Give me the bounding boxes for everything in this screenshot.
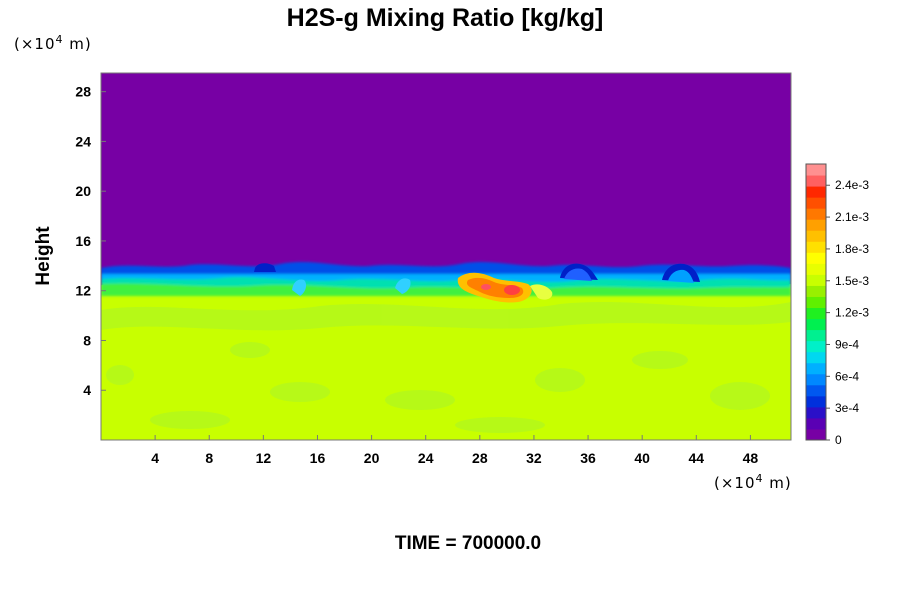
colorbar-segment	[806, 208, 826, 220]
plumes	[254, 263, 700, 296]
x-tick-label: 4	[151, 450, 159, 466]
x-tick-label: 20	[364, 450, 380, 466]
colorbar-tick-label: 0	[835, 433, 842, 447]
x-tick-label: 24	[418, 450, 434, 466]
colorbar-segment	[806, 373, 826, 386]
chart-title: H2S-g Mixing Ratio [kg/kg]	[287, 4, 604, 32]
colorbar-segment	[806, 384, 826, 397]
colorbar-segment	[806, 351, 826, 364]
colorbar-segment	[806, 230, 826, 242]
x-unit-exponent: 4	[756, 472, 764, 485]
y-tick-label: 12	[75, 283, 91, 299]
colorbar-segment	[806, 329, 826, 342]
y-unit-exponent: 4	[56, 33, 64, 46]
colorbar-segment	[806, 263, 826, 275]
colorbar: 0 3e-4 6e-4 9e-4 1.2e-3 1.5e-3 1.8e-3 2.1e-3 2.4…	[805, 163, 869, 447]
colorbar-segment	[806, 186, 826, 198]
colorbar-segment	[806, 417, 826, 430]
colorbar-tick-label: 1.8e-3	[835, 242, 869, 256]
x-tick-label: 48	[743, 450, 759, 466]
colorbar-segment	[806, 296, 826, 309]
colorbar-segment	[806, 395, 826, 408]
y-tick-label: 20	[75, 183, 91, 199]
colorbar-segment	[806, 241, 826, 253]
colorbar-segment	[806, 362, 826, 375]
colorbar-tick-label: 9e-4	[835, 337, 859, 351]
x-tick-label: 28	[472, 450, 488, 466]
y-tick-label: 8	[83, 332, 91, 348]
colorbar-tick-label: 1.2e-3	[835, 306, 869, 320]
hot-core	[457, 272, 553, 303]
colorbar-tick-label: 6e-4	[835, 369, 859, 383]
x-tick-label: 12	[256, 450, 272, 466]
colorbar-segment	[806, 274, 826, 286]
colorbar-segment	[806, 406, 826, 419]
colorbar-segment	[806, 175, 826, 187]
colorbar-segment	[806, 428, 826, 441]
x-tick-label: 36	[580, 450, 596, 466]
colorbar-segment	[806, 285, 826, 297]
colorbar-segment	[806, 219, 826, 231]
colorbar-frame	[805, 163, 827, 441]
colorbar-tick-label: 1.5e-3	[835, 274, 869, 288]
colorbar-segment	[806, 307, 826, 320]
y-axis-label: Height	[33, 226, 54, 286]
x-tick-label: 8	[205, 450, 213, 466]
lower-texture	[101, 302, 791, 433]
time-label: TIME = 700000.0	[395, 533, 541, 554]
plot-frame	[100, 72, 792, 441]
y-tick-label: 4	[83, 382, 91, 398]
x-unit-label: (×104 m)	[714, 472, 792, 492]
y-tick-label: 16	[75, 233, 91, 249]
x-ticks: 4 8 12 16 20 24 28 32 36 40 44 48	[151, 435, 758, 466]
colorbar-tick-label: 2.1e-3	[835, 210, 869, 224]
x-tick-label: 32	[526, 450, 542, 466]
x-tick-label: 44	[689, 450, 705, 466]
colorbar-segment	[806, 164, 826, 176]
y-tick-label: 24	[75, 133, 91, 149]
colorbar-tick-label: 3e-4	[835, 401, 859, 415]
colorbar-segment	[806, 252, 826, 264]
colorbar-segment	[806, 318, 826, 331]
colorbar-segment	[806, 340, 826, 353]
colorbar-tick-label: 2.4e-3	[835, 178, 869, 192]
x-tick-label: 40	[634, 450, 650, 466]
plot-area	[101, 73, 791, 440]
x-tick-label: 16	[310, 450, 326, 466]
y-tick-label: 28	[75, 84, 91, 100]
y-unit-label: (×104 m)	[14, 33, 92, 53]
y-ticks: 4 8 12 16 20 24 28	[75, 84, 106, 398]
colorbar-segment	[806, 197, 826, 209]
